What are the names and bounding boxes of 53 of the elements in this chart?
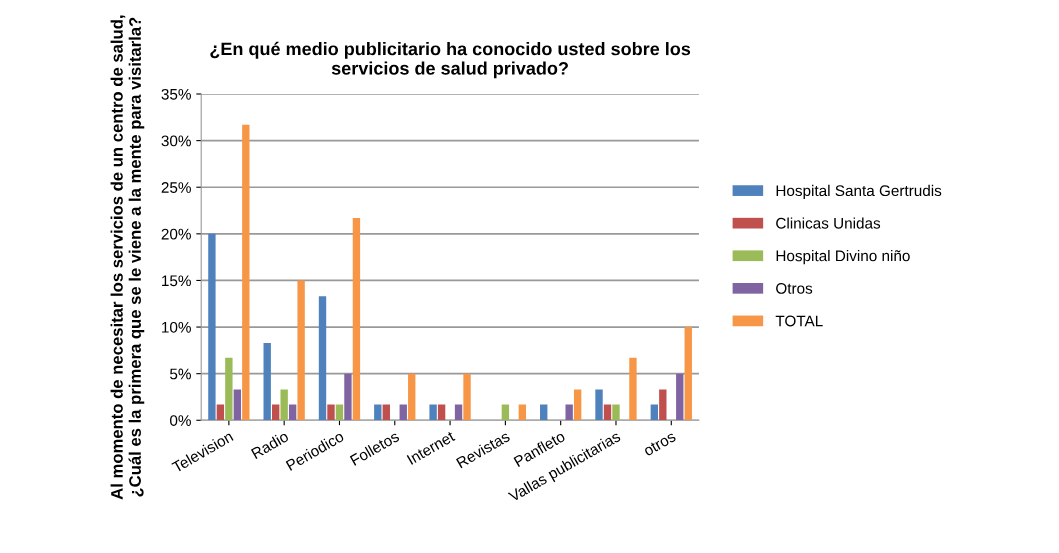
bar: [429, 404, 437, 421]
bar: [233, 389, 242, 421]
x-tick-label: otros: [643, 431, 677, 457]
bar: [650, 404, 659, 421]
bar: [344, 373, 352, 421]
bar: [573, 389, 582, 421]
bar: [659, 389, 667, 421]
bar: [399, 404, 407, 421]
bar: [374, 404, 382, 421]
bar: [216, 404, 225, 421]
legend-label: Otros: [776, 283, 813, 294]
bar: [225, 357, 233, 421]
bar: [612, 404, 620, 421]
bar: [280, 389, 288, 421]
bar: [565, 404, 573, 421]
legend-label: Clinicas Unidas: [776, 217, 881, 229]
bar: [437, 404, 446, 421]
legend-label: TOTAL: [775, 315, 823, 327]
y-tick-label: 0%: [170, 415, 191, 426]
y-tick-label: 30%: [161, 135, 191, 147]
y-tick-label: 10%: [162, 321, 191, 333]
bar: [408, 373, 416, 421]
bar: [676, 373, 684, 421]
bar: [297, 280, 305, 421]
bar: [454, 404, 463, 421]
bar: [318, 296, 327, 421]
y-axis-title: Al momento de necesitar los servicios de un centro de salud, ¿Cuál es la primera que se le viene a la mente para visitarla?: [110, 15, 145, 500]
bar: [540, 404, 548, 421]
y-tick-label: 25%: [161, 182, 191, 193]
bar: [684, 327, 692, 421]
y-tick-label: 20%: [161, 228, 191, 240]
chart-title: ¿En qué medio publicitario ha conocido usted sobre los servicios de salud privado?: [210, 41, 691, 79]
bar: [518, 404, 527, 421]
bar: [272, 404, 280, 421]
bar: [208, 233, 216, 421]
bar: [263, 342, 271, 421]
y-tick-label: 15%: [162, 275, 191, 287]
bar: [603, 404, 612, 421]
y-tick-label: 5%: [170, 368, 191, 380]
bar: [335, 404, 344, 421]
legend-label: Hospital Santa Gertrudis: [776, 184, 942, 200]
bar: [352, 217, 361, 421]
bar: [501, 404, 510, 421]
bar: [288, 404, 297, 421]
bar: [629, 357, 637, 421]
y-tick-label: 35%: [161, 88, 191, 100]
legend-label: Hospital Divino niño: [776, 250, 910, 265]
bar: [242, 124, 250, 421]
bar: [463, 373, 471, 421]
bar: [382, 404, 390, 421]
x-tick-label: Radio: [250, 430, 290, 460]
bar: [595, 389, 603, 421]
bar: [327, 404, 335, 421]
